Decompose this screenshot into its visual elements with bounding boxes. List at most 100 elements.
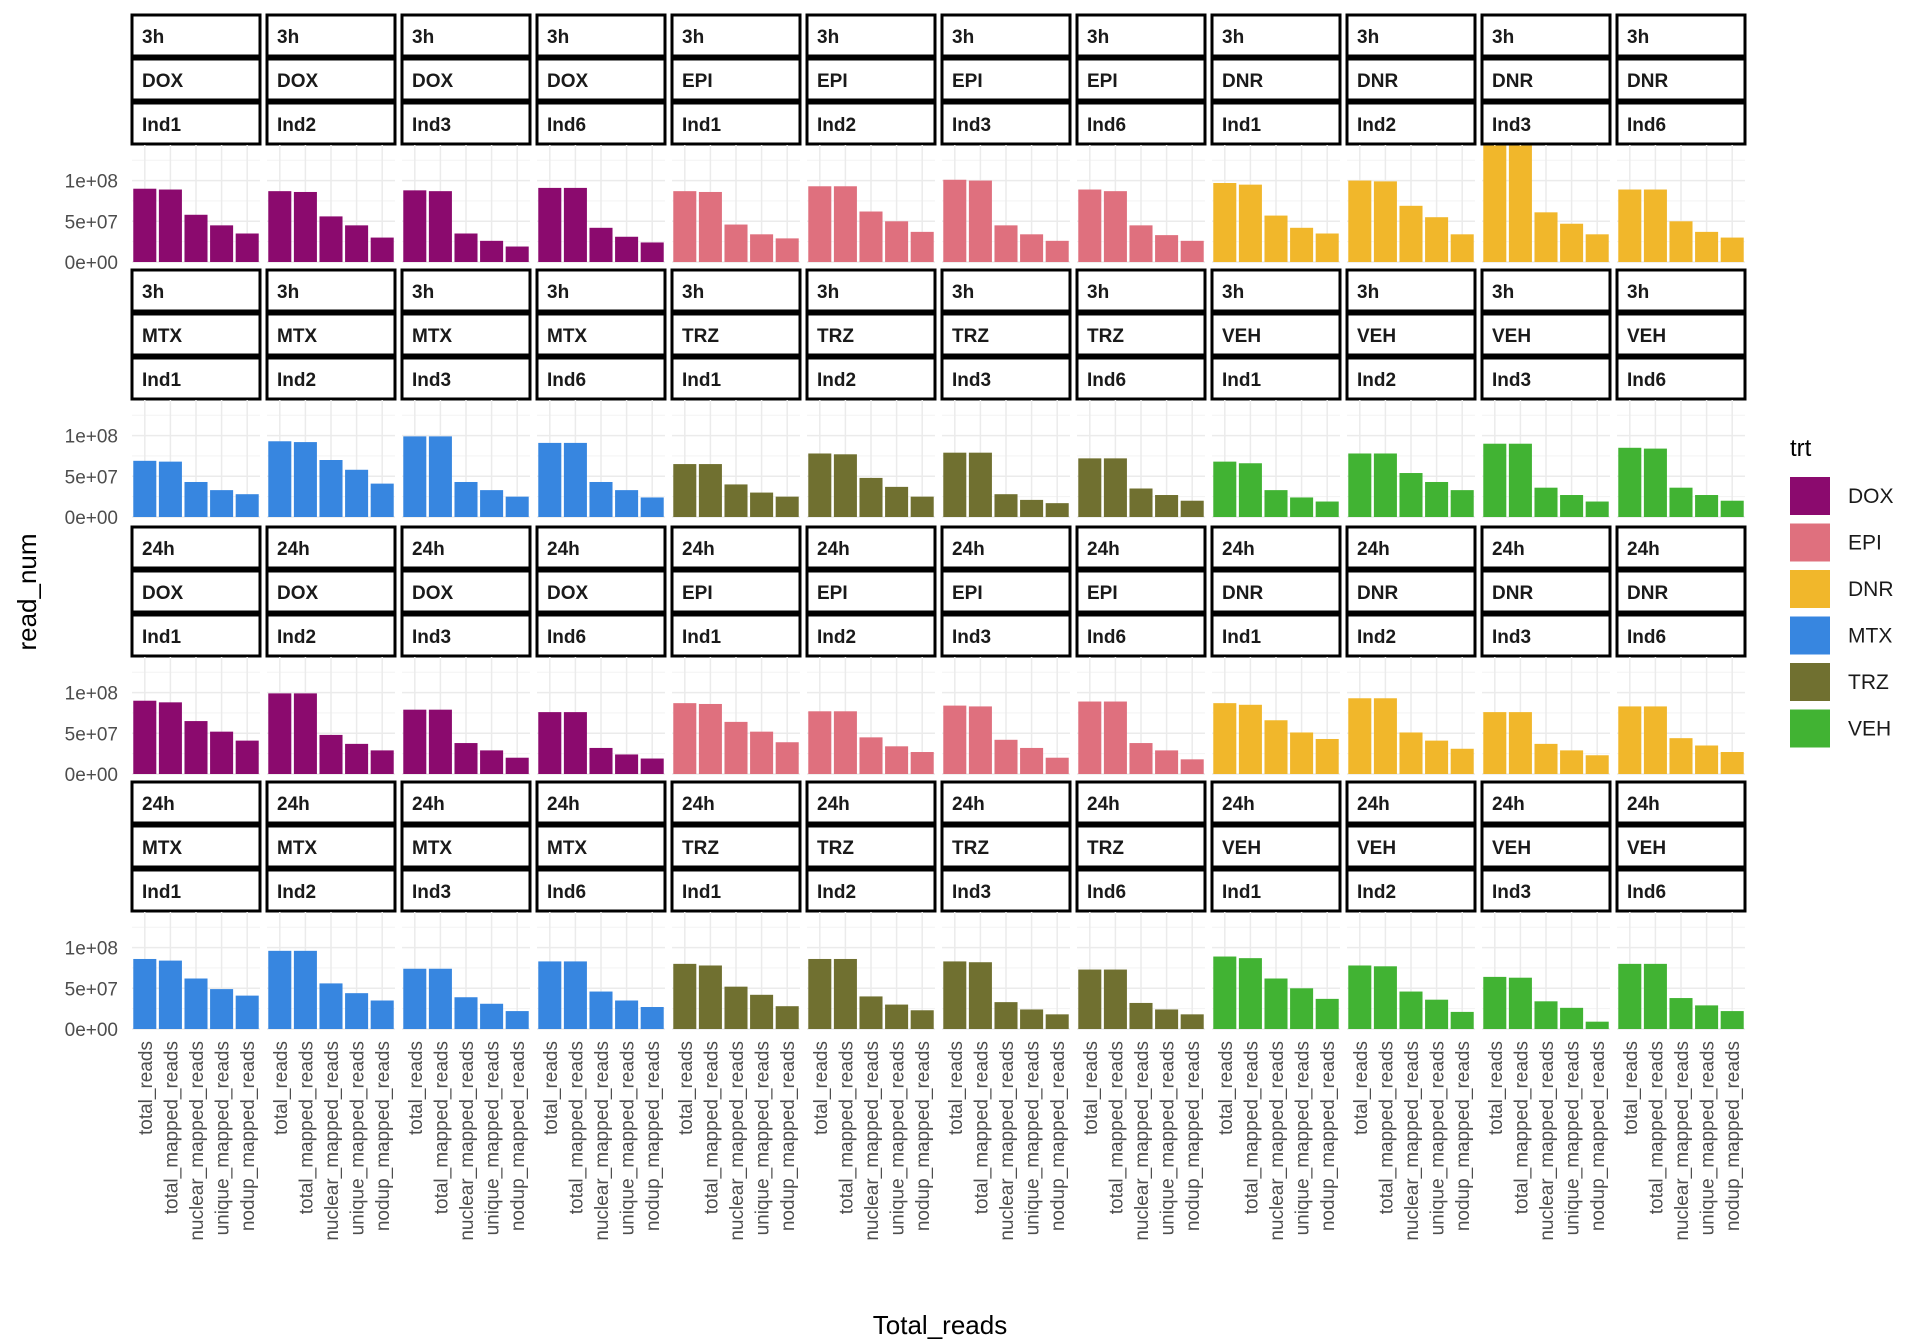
facet-strip-label: 24h: [1222, 794, 1255, 815]
y-tick-label: 0e+00: [65, 508, 118, 529]
x-tick-label: total_reads: [811, 1041, 832, 1135]
bar: [833, 711, 857, 774]
bar: [833, 186, 857, 262]
bar: [775, 238, 799, 262]
facet-strip-label: DNR: [1357, 583, 1398, 604]
facet-strip: [130, 525, 262, 570]
facet-strip: [1480, 312, 1612, 357]
x-tick-label: total_mapped_reads: [431, 1041, 452, 1214]
facet-panel: 3h DNR Ind6: [1615, 13, 1747, 263]
facet-strip: [1210, 57, 1342, 102]
facet-strip-label: MTX: [412, 326, 452, 347]
facet-strip: [1210, 101, 1342, 146]
facet-strip-label: TRZ: [1087, 838, 1124, 859]
bar: [1155, 1009, 1179, 1029]
bar: [1450, 234, 1474, 262]
facet-strip: [1345, 868, 1477, 913]
bar: [1180, 759, 1204, 774]
facet-strip-label: VEH: [1627, 838, 1666, 859]
facet-strip-label: EPI: [817, 71, 848, 92]
facet-strip-label: 3h: [142, 282, 164, 303]
bar: [293, 442, 317, 517]
facet-strip: [1075, 868, 1207, 913]
x-tick-label: unique_mapped_reads: [483, 1041, 504, 1235]
facet-strip: [535, 868, 667, 913]
facet-strip: [805, 824, 937, 869]
y-tick-label: 0e+00: [65, 253, 118, 274]
bar: [1129, 225, 1153, 262]
bar: [673, 703, 697, 774]
bar: [1585, 1021, 1609, 1029]
facet-strip-label: Ind6: [1087, 370, 1126, 391]
legend-label: TRZ: [1848, 671, 1889, 694]
bar: [724, 721, 748, 774]
facet-strip: [1615, 613, 1747, 658]
facet-strip: [670, 57, 802, 102]
facet-strip: [1210, 13, 1342, 58]
bar: [480, 1003, 504, 1029]
facet-panel: 3h MTX Ind3: [400, 268, 532, 518]
facet-strip: [130, 268, 262, 313]
bar: [1450, 1011, 1474, 1029]
facet-panel: 3h VEH Ind3: [1480, 268, 1612, 518]
x-tick-label: unique_mapped_reads: [213, 1041, 234, 1235]
bar: [1560, 223, 1584, 262]
bar: [640, 497, 664, 517]
facet-panel: 3h DNR Ind2: [1345, 13, 1477, 263]
bar: [345, 469, 369, 517]
bar: [1483, 976, 1507, 1029]
facet-strip-label: 24h: [547, 794, 580, 815]
facet-strip: [1075, 57, 1207, 102]
bar: [1508, 977, 1532, 1029]
bar: [1078, 189, 1102, 262]
bar: [370, 1000, 394, 1029]
facet-strip: [265, 312, 397, 357]
x-tick-label: nuclear_mapped_reads: [187, 1041, 208, 1241]
x-tick-label: total_mapped_reads: [1376, 1041, 1397, 1214]
y-tick-label: 5e+07: [65, 212, 118, 233]
legend-swatch: [1790, 709, 1830, 748]
facet-strip-label: 24h: [277, 539, 310, 560]
facet-strip-label: Ind6: [547, 115, 586, 136]
facet-strip-label: 3h: [1222, 27, 1244, 48]
facet-strip: [805, 57, 937, 102]
x-tick-label: nodup_mapped_reads: [643, 1041, 664, 1231]
facet-strip: [400, 613, 532, 658]
bar: [1483, 712, 1507, 774]
bar: [184, 214, 208, 262]
facet-strip: [1345, 101, 1477, 146]
y-tick-label: 5e+07: [65, 724, 118, 745]
bar: [808, 711, 832, 774]
facet-panel: 3h DNR Ind3: [1480, 13, 1612, 263]
bar: [1450, 490, 1474, 517]
bar: [319, 460, 343, 517]
facet-strip-label: Ind2: [817, 115, 856, 136]
x-tick-label: total_mapped_reads: [701, 1041, 722, 1214]
facet-strip-label: Ind3: [1492, 627, 1531, 648]
x-tick-label: nodup_mapped_reads: [1183, 1041, 1204, 1231]
bar: [1425, 481, 1449, 517]
facet-strip: [1075, 268, 1207, 313]
facet-strip-label: VEH: [1627, 326, 1666, 347]
facet-strip: [1075, 101, 1207, 146]
bar: [1560, 1007, 1584, 1029]
bar: [538, 961, 562, 1029]
facet-strip-label: 24h: [1627, 539, 1660, 560]
facet-strip-label: 3h: [1627, 282, 1649, 303]
facet-strip-label: EPI: [1087, 583, 1118, 604]
facet-strip-label: Ind6: [547, 370, 586, 391]
bar: [1264, 215, 1288, 262]
facet-panel: 24h DOX Ind1: [130, 525, 262, 775]
facet-strip: [1615, 780, 1747, 825]
facet-strip-label: 24h: [142, 794, 175, 815]
facet-strip: [265, 613, 397, 658]
facet-strip-label: Ind1: [142, 882, 181, 903]
facet-strip-label: Ind1: [142, 627, 181, 648]
facet-strip: [400, 268, 532, 313]
facet-strip-label: 24h: [1357, 794, 1390, 815]
bar: [1180, 500, 1204, 517]
facet-strip-label: 3h: [412, 282, 434, 303]
bar: [750, 731, 774, 774]
bar: [1129, 1002, 1153, 1029]
